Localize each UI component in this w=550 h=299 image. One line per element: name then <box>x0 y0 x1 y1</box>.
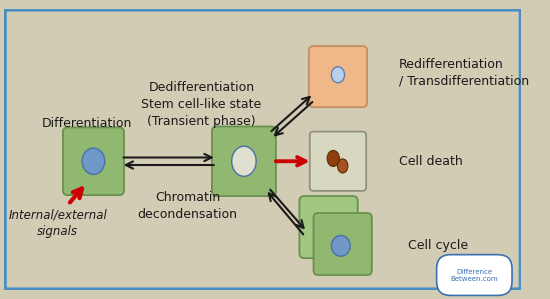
Text: Internal/external
signals: Internal/external signals <box>8 208 107 238</box>
Text: Cell death: Cell death <box>399 155 463 168</box>
FancyBboxPatch shape <box>314 213 372 275</box>
FancyBboxPatch shape <box>299 196 358 258</box>
FancyBboxPatch shape <box>212 126 276 196</box>
Text: Chromatin
decondensation: Chromatin decondensation <box>138 191 238 221</box>
Ellipse shape <box>332 67 344 83</box>
Text: Difference
Between.com: Difference Between.com <box>450 269 498 282</box>
FancyBboxPatch shape <box>5 10 520 289</box>
Ellipse shape <box>315 215 334 236</box>
FancyBboxPatch shape <box>63 127 124 195</box>
Text: Dedifferentiation
Stem cell-like state
(Transient phase): Dedifferentiation Stem cell-like state (… <box>141 81 262 128</box>
Text: Redifferentiation
/ Transdifferentiation: Redifferentiation / Transdifferentiation <box>399 58 529 88</box>
Ellipse shape <box>332 236 350 256</box>
Ellipse shape <box>82 148 104 174</box>
Ellipse shape <box>338 159 348 173</box>
Ellipse shape <box>327 150 339 167</box>
Text: Differentiation: Differentiation <box>42 117 132 130</box>
Ellipse shape <box>232 146 256 176</box>
FancyBboxPatch shape <box>309 46 367 107</box>
Text: Cell cycle: Cell cycle <box>409 239 469 252</box>
FancyBboxPatch shape <box>310 132 366 191</box>
